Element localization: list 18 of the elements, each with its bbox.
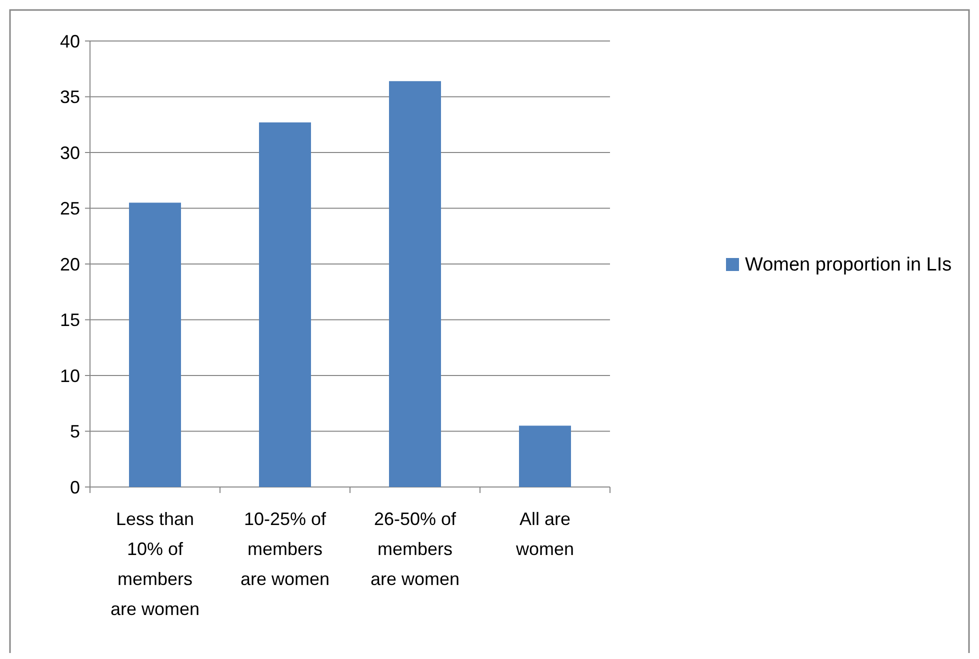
y-tick-label: 35 bbox=[60, 87, 80, 108]
bar bbox=[259, 122, 311, 487]
y-tick-label: 15 bbox=[60, 310, 80, 330]
x-tick-label: 10-25% of members are women bbox=[240, 509, 330, 589]
x-tick-label: 26-50% of members are women bbox=[370, 509, 460, 589]
y-tick-label: 20 bbox=[60, 254, 80, 274]
y-tick-label: 30 bbox=[60, 142, 80, 163]
y-tick-label: 25 bbox=[60, 198, 80, 219]
bar bbox=[129, 202, 181, 487]
legend-label: Women proportion in LIs bbox=[745, 254, 952, 276]
y-tick-label: 5 bbox=[70, 422, 80, 442]
x-tick-label: Less than 10% of members are women bbox=[110, 509, 200, 619]
y-tick-label: 0 bbox=[70, 477, 80, 498]
y-tick-label: 40 bbox=[60, 31, 80, 52]
x-tick-label: All are women bbox=[514, 509, 574, 559]
y-tick-label: 10 bbox=[60, 366, 80, 386]
bar bbox=[519, 426, 571, 487]
bar bbox=[389, 81, 441, 487]
